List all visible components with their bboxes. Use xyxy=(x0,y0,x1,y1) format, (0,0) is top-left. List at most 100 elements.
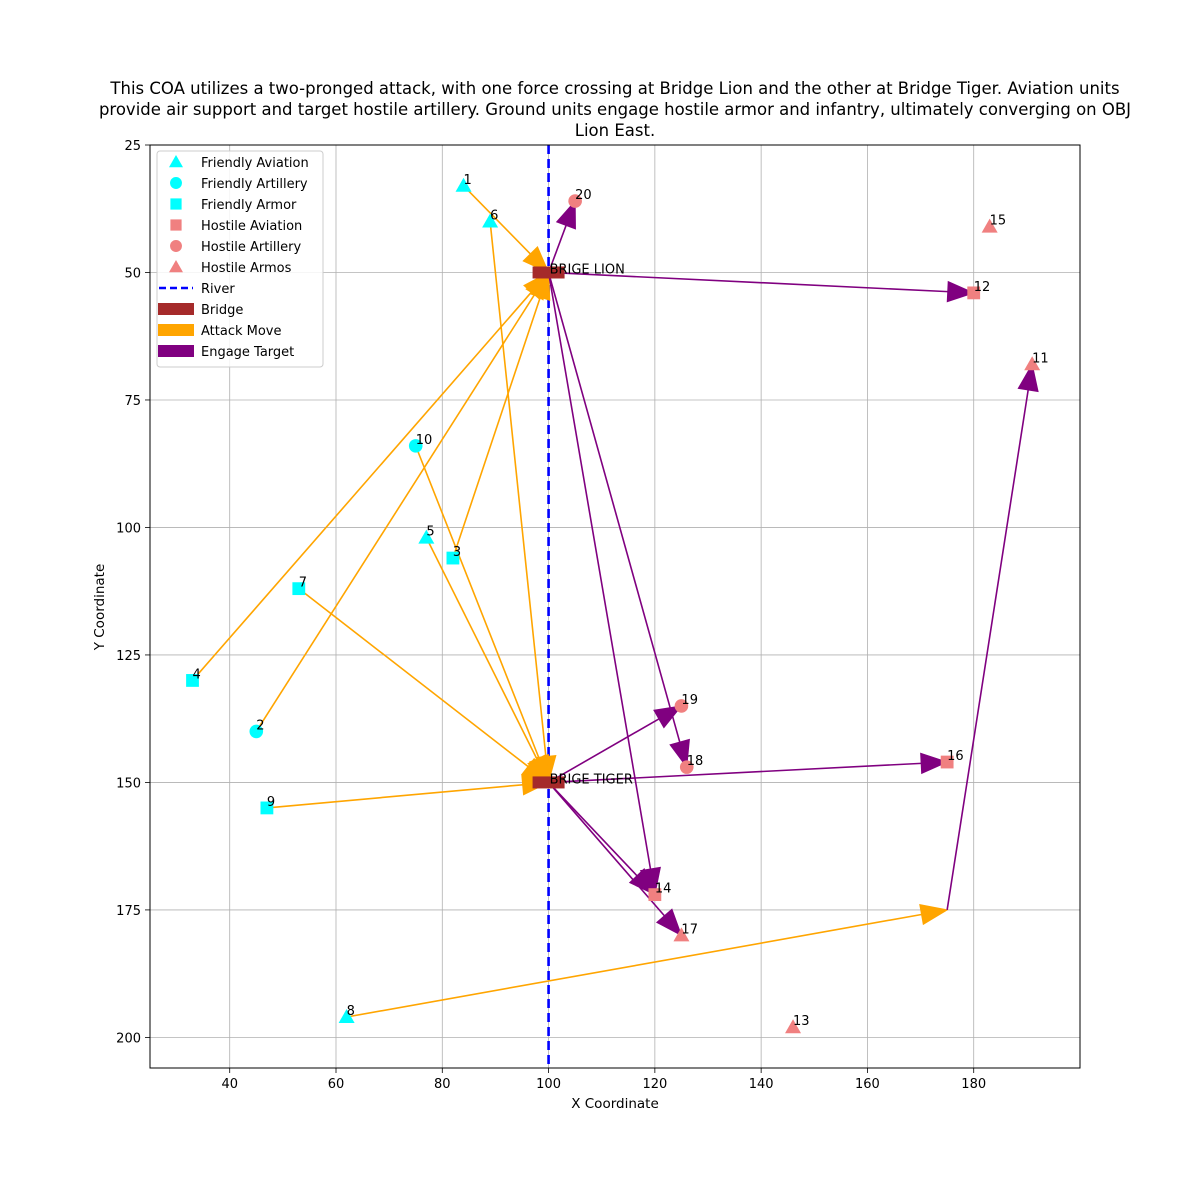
legend-circle-swatch xyxy=(170,240,182,252)
chart-title-line-1: This COA utilizes a two-pronged attack, … xyxy=(109,79,1119,98)
engage-arrow xyxy=(547,199,576,273)
unit-label: 4 xyxy=(193,667,201,682)
y-tick-label: 50 xyxy=(124,266,141,281)
x-tick-label: 180 xyxy=(961,1077,986,1092)
friendly-triangle-marker xyxy=(482,213,499,228)
hostile-square-marker xyxy=(967,286,981,300)
y-tick-label: 125 xyxy=(116,649,141,664)
engage-arrow-shaft xyxy=(547,272,652,870)
y-tick-label: 100 xyxy=(116,521,141,536)
friendly-triangle-marker xyxy=(455,177,472,192)
legend-box xyxy=(156,150,324,368)
attack-arrow-shaft xyxy=(462,185,531,255)
engage-arrow-shaft xyxy=(548,762,922,784)
x-tick-label: 80 xyxy=(434,1077,451,1092)
friendly-triangle-marker xyxy=(418,529,435,544)
legend-bar-swatch xyxy=(158,324,194,336)
legend-item: Hostile Artillery xyxy=(170,240,301,255)
legend-item: Friendly Aviation xyxy=(169,155,309,171)
engage-arrow xyxy=(547,781,683,937)
unit-label: 1 xyxy=(464,173,472,188)
attack-arrow-shaft xyxy=(191,291,533,681)
attack-arrow-head xyxy=(529,271,551,302)
chart-title-line-3: Lion East. xyxy=(575,121,655,140)
attack-arrow xyxy=(462,185,550,274)
attack-arrow xyxy=(425,537,550,784)
y-tick-label: 150 xyxy=(116,776,141,791)
attack-arrow xyxy=(489,221,557,784)
x-tick-label: 120 xyxy=(642,1077,667,1092)
attack-arrow-shaft xyxy=(489,221,547,757)
hostile-circle-marker xyxy=(568,194,582,208)
y-axis-label: Y Coordinate xyxy=(92,564,108,652)
friendly-triangle-marker xyxy=(338,1009,355,1024)
attack-arrow-shaft xyxy=(452,296,542,559)
engage-moves xyxy=(547,199,1039,937)
bridges: BRIGE LION BRIGE TIGER xyxy=(532,262,633,789)
legend-triangle-swatch xyxy=(169,260,183,273)
legend-label: Bridge xyxy=(201,303,243,318)
friendly-square-marker xyxy=(446,551,460,565)
bridge-marker xyxy=(532,776,565,789)
y-tick-label: 200 xyxy=(116,1031,141,1046)
hostile-triangle-marker xyxy=(981,218,998,233)
unit-label: 14 xyxy=(655,882,672,897)
unit-label: 11 xyxy=(1032,351,1049,366)
engage-arrow-shaft xyxy=(548,271,948,293)
unit-label: 5 xyxy=(426,525,434,540)
unit-label: 9 xyxy=(267,795,275,810)
legend-label: Hostile Artillery xyxy=(201,240,301,255)
friendly-square-marker xyxy=(292,582,306,596)
legend-item: Hostile Armos xyxy=(169,260,292,276)
engage-arrow-head xyxy=(653,705,683,729)
attack-arrow-shaft xyxy=(414,445,540,759)
unit-label: 19 xyxy=(681,693,698,708)
hostile-triangle-marker xyxy=(1024,356,1041,371)
friendly-square-marker xyxy=(186,674,199,687)
attack-arrow xyxy=(452,271,551,559)
unit-label: 6 xyxy=(490,208,498,223)
legend: Friendly Aviation Friendly Artillery Frien… xyxy=(156,150,324,368)
attack-arrow xyxy=(414,445,550,784)
engage-arrow xyxy=(547,272,690,769)
y-tick-label: 175 xyxy=(116,904,141,919)
attack-arrow-shaft xyxy=(346,913,922,1018)
x-tick-label: 160 xyxy=(855,1077,880,1092)
hostile-square-marker xyxy=(648,888,662,902)
engage-arrow-shaft xyxy=(547,781,638,877)
attack-arrow-shaft xyxy=(298,588,529,768)
grid xyxy=(150,144,1080,1068)
chart-title-line-2: provide air support and target hostile a… xyxy=(99,100,1131,119)
engage-arrow xyxy=(547,781,656,896)
engage-arrow-head xyxy=(628,868,656,896)
x-tick-label: 140 xyxy=(749,1077,774,1092)
unit-label: 15 xyxy=(990,214,1007,229)
hostile-triangle-marker xyxy=(673,927,690,942)
hostile-square-marker xyxy=(940,755,954,769)
unit-label: 12 xyxy=(974,280,991,295)
unit-label: 7 xyxy=(299,576,307,591)
unit-label: 18 xyxy=(687,754,704,769)
attack-arrow-shaft xyxy=(425,537,538,760)
legend-item: Engage Target xyxy=(158,345,294,360)
plot-frame xyxy=(149,144,1081,1069)
legend-label: Attack Move xyxy=(201,324,282,339)
attack-arrow xyxy=(266,774,550,809)
engage-arrow-head xyxy=(555,199,576,230)
legend-item: Friendly Armor xyxy=(170,198,297,213)
x-axis-label: X Coordinate xyxy=(571,1096,659,1112)
engage-arrow-shaft xyxy=(547,781,665,917)
legend-item: Bridge xyxy=(158,303,243,318)
friendly-circle-marker xyxy=(408,439,423,453)
friendly-square-marker xyxy=(260,801,274,815)
attack-arrow-shaft xyxy=(266,783,523,809)
engage-arrow-shaft xyxy=(547,225,567,273)
unit-label: 2 xyxy=(256,718,264,733)
unit-label: 17 xyxy=(681,922,698,937)
unit-label: 13 xyxy=(793,1014,810,1029)
legend-label: River xyxy=(201,282,235,297)
legend-square-swatch xyxy=(170,219,182,231)
friendly-circle-marker xyxy=(249,724,264,739)
attack-arrow-head xyxy=(919,904,949,926)
